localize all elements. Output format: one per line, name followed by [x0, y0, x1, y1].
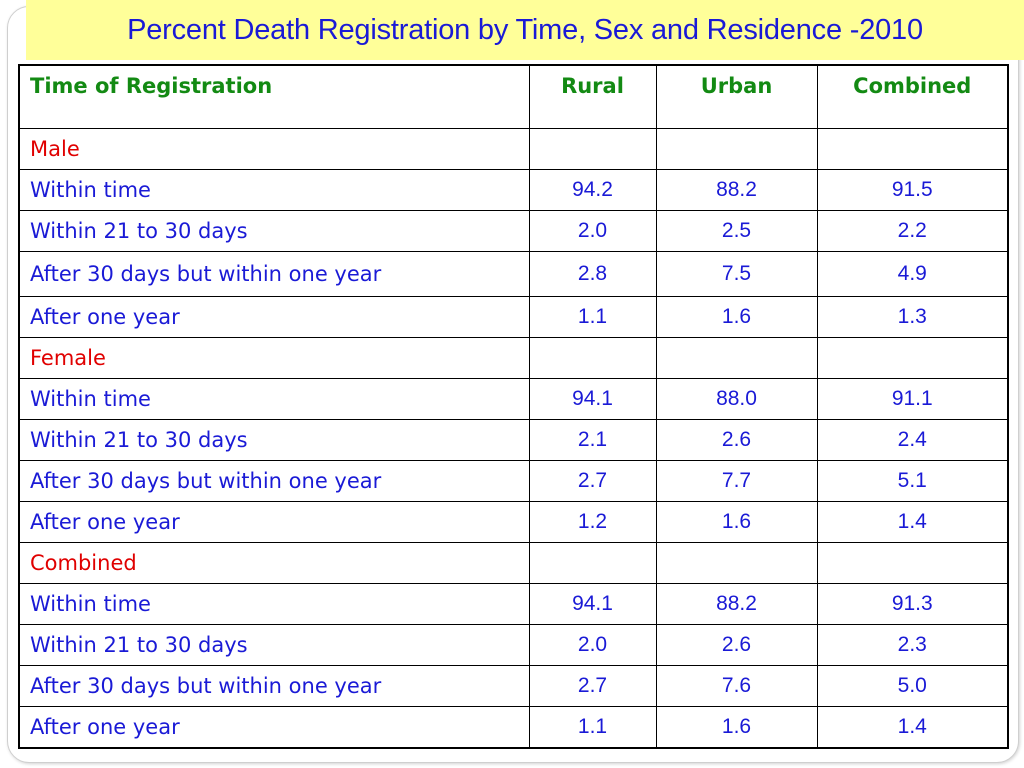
row-label: After 30 days but within one year: [18, 665, 530, 707]
table-row: Within time 94.2 88.2 91.5: [18, 169, 1009, 211]
urban-value: 7.5: [655, 251, 818, 297]
table-header-row: Time of Registration Rural Urban Combine…: [18, 64, 1009, 129]
urban-value: 88.2: [655, 169, 818, 211]
row-label: Within 21 to 30 days: [18, 624, 530, 666]
header-rural: Rural: [528, 64, 657, 129]
table-row: After 30 days but within one year 2.7 7.…: [18, 665, 1009, 707]
combined-value: 4.9: [816, 251, 1009, 297]
table-row: After one year 1.1 1.6 1.3: [18, 296, 1009, 338]
table-row: After 30 days but within one year 2.8 7.…: [18, 251, 1009, 297]
section-label: Combined: [18, 542, 530, 584]
combined-value: 2.2: [816, 210, 1009, 252]
table-row: After one year 1.2 1.6 1.4: [18, 501, 1009, 543]
combined-value: 91.5: [816, 169, 1009, 211]
registration-table: Time of Registration Rural Urban Combine…: [18, 64, 1009, 749]
rural-value: 2.7: [528, 460, 657, 502]
rural-value: 1.1: [528, 706, 657, 749]
urban-value: 88.0: [655, 378, 818, 420]
combined-value: 1.3: [816, 296, 1009, 338]
title-banner: Percent Death Registration by Time, Sex …: [26, 0, 1024, 60]
empty-cell: [655, 337, 818, 379]
empty-cell: [528, 337, 657, 379]
urban-value: 1.6: [655, 706, 818, 749]
row-label: Within time: [18, 169, 530, 211]
combined-value: 5.1: [816, 460, 1009, 502]
combined-value: 5.0: [816, 665, 1009, 707]
combined-value: 1.4: [816, 501, 1009, 543]
section-row-male: Male: [18, 128, 1009, 170]
rural-value: 94.1: [528, 378, 657, 420]
rural-value: 2.1: [528, 419, 657, 461]
header-combined: Combined: [816, 64, 1009, 129]
row-label: After one year: [18, 501, 530, 543]
rural-value: 1.1: [528, 296, 657, 338]
urban-value: 7.7: [655, 460, 818, 502]
urban-value: 2.6: [655, 624, 818, 666]
combined-value: 2.4: [816, 419, 1009, 461]
table-row: After one year 1.1 1.6 1.4: [18, 706, 1009, 749]
header-time-of-registration: Time of Registration: [18, 64, 530, 129]
row-label: Within time: [18, 583, 530, 625]
header-urban: Urban: [655, 64, 818, 129]
table-row: After 30 days but within one year 2.7 7.…: [18, 460, 1009, 502]
table-row: Within 21 to 30 days 2.0 2.6 2.3: [18, 624, 1009, 666]
combined-value: 91.1: [816, 378, 1009, 420]
row-label: Within time: [18, 378, 530, 420]
empty-cell: [816, 542, 1009, 584]
empty-cell: [816, 337, 1009, 379]
row-label: Within 21 to 30 days: [18, 419, 530, 461]
row-label: After one year: [18, 706, 530, 749]
rural-value: 2.7: [528, 665, 657, 707]
urban-value: 2.5: [655, 210, 818, 252]
empty-cell: [655, 542, 818, 584]
combined-value: 91.3: [816, 583, 1009, 625]
page-title: Percent Death Registration by Time, Sex …: [127, 13, 923, 46]
urban-value: 1.6: [655, 501, 818, 543]
empty-cell: [528, 542, 657, 584]
rural-value: 94.1: [528, 583, 657, 625]
empty-cell: [816, 128, 1009, 170]
section-label: Male: [18, 128, 530, 170]
combined-value: 2.3: [816, 624, 1009, 666]
rural-value: 2.0: [528, 624, 657, 666]
row-label: After 30 days but within one year: [18, 251, 530, 297]
rural-value: 1.2: [528, 501, 657, 543]
row-label: After 30 days but within one year: [18, 460, 530, 502]
table-row: Within time 94.1 88.0 91.1: [18, 378, 1009, 420]
empty-cell: [528, 128, 657, 170]
urban-value: 88.2: [655, 583, 818, 625]
row-label: After one year: [18, 296, 530, 338]
section-label: Female: [18, 337, 530, 379]
row-label: Within 21 to 30 days: [18, 210, 530, 252]
urban-value: 7.6: [655, 665, 818, 707]
section-row-female: Female: [18, 337, 1009, 379]
rural-value: 2.8: [528, 251, 657, 297]
urban-value: 2.6: [655, 419, 818, 461]
table-row: Within 21 to 30 days 2.0 2.5 2.2: [18, 210, 1009, 252]
rural-value: 94.2: [528, 169, 657, 211]
empty-cell: [655, 128, 818, 170]
rural-value: 2.0: [528, 210, 657, 252]
combined-value: 1.4: [816, 706, 1009, 749]
table-row: Within 21 to 30 days 2.1 2.6 2.4: [18, 419, 1009, 461]
section-row-combined: Combined: [18, 542, 1009, 584]
urban-value: 1.6: [655, 296, 818, 338]
table-row: Within time 94.1 88.2 91.3: [18, 583, 1009, 625]
